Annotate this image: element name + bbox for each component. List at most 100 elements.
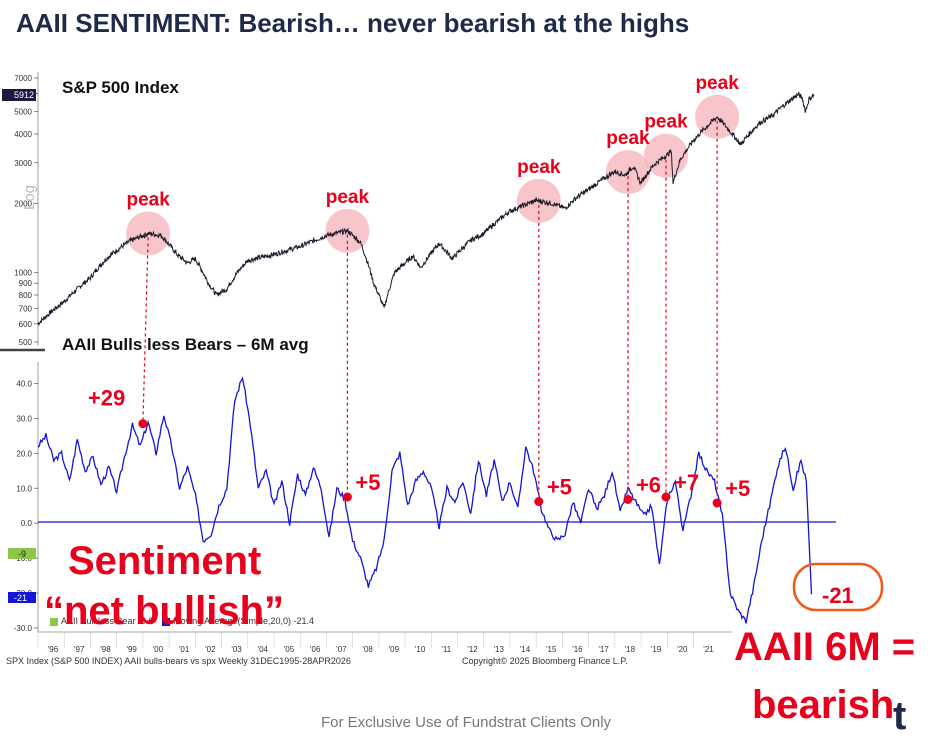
legend: AAII Bull less Bear -9.0 Moving Average(… [44,616,454,630]
x-tick-label: '17 [598,645,609,654]
peak-dashed-lines [142,120,718,503]
last-value-badge-bottom-2: -21 [8,592,36,603]
footer: For Exclusive Use of Fundstrat Clients O… [320,714,612,731]
top-y-tick-label: 2000 [14,199,32,208]
x-tick-label: '09 [389,645,400,654]
legend-item-2-value: -21.4 [293,616,315,626]
x-tick-label: '15 [546,645,557,654]
x-tick-label: '05 [284,645,295,654]
aaii-value-labels: +29 +5 +5 +6 +7 +5 [88,386,750,501]
aaii-value-label: +7 [674,470,699,495]
x-tick-label: '04 [258,645,269,654]
legend-swatch-moving-average [162,617,171,626]
aaii-series-line [37,376,813,624]
sp500-line [37,91,815,326]
x-tick-label: '10 [415,645,426,654]
last-value-badge-bottom-1: -9 [8,548,36,559]
top-y-ticks: 5006007008009001000200030004000500060007… [14,74,38,347]
aaii-dot [661,492,671,502]
top-y-tick-label: 1000 [14,269,32,278]
x-tick-label: '03 [231,645,242,654]
legend-item-2: Moving Average(Simple,20,0) [173,616,291,626]
aaii-dot [342,492,352,502]
last-value-badge-top: 5912 [2,89,36,101]
aaii-dot [138,419,148,429]
net-bullish-annotation: “net bullish” [44,589,284,633]
x-ticks: '96 '97 '98 '99 '00 '01 '02 '03 '04 '05 '06 '07 '08 '… [37,632,714,654]
peak-label: peak [695,73,739,94]
aaii-dots [138,419,722,508]
aaii-value-label: +29 [88,386,125,411]
last-value-text-top: 5912 [14,90,34,100]
top-ylabel: Log [21,185,38,210]
top-y-tick-label: 3000 [14,159,32,168]
legend-item-1-value: -9.0 [138,616,154,626]
bottom-y-tick-label: 30.0 [16,414,32,423]
x-tick-label: '16 [572,645,583,654]
bearish-annotation: bearish [752,683,895,727]
x-tick-label: '21 [703,645,714,654]
bottom-y-tick-label: 0.0 [21,519,33,528]
peak-dashed-line [142,237,149,424]
top-y-tick-label: 600 [19,320,33,329]
sp500-series-line [37,91,815,326]
aaii-dot [623,494,633,504]
aaii-6m-annotation: AAII 6M = [734,625,916,669]
aaii-value-label: +6 [636,472,661,497]
peak-label: peak [644,112,688,133]
x-tick-label: '07 [336,645,347,654]
x-tick-label: '19 [651,645,662,654]
legend-item-1: AAII Bull less Bear [61,616,136,626]
aaii-dot [534,497,544,507]
x-tick-label: '18 [625,645,636,654]
aaii-dot [712,498,722,508]
top-y-tick-label: 5000 [14,108,32,117]
bottom-y-tick-label: 20.0 [16,449,32,458]
source-line: SPX Index (S&P 500 INDEX) AAII bulls-bea… [6,656,351,666]
current-value-text: -21 [822,583,854,608]
x-tick-label: '98 [100,645,111,654]
bottom-y-tick-label: 40.0 [16,379,32,388]
peak-label: peak [326,187,370,208]
top-y-tick-label: 900 [19,279,33,288]
peak-circle [695,94,740,139]
last-value-text-bottom-1: -9 [18,549,26,559]
bottom-y-tick-label: 10.0 [16,484,32,493]
x-tick-label: '13 [494,645,505,654]
x-tick-label: '11 [441,645,451,654]
aaii-value-label: +5 [355,470,380,495]
bottom-frame [37,362,836,633]
x-tick-label: '02 [205,645,216,654]
legend-swatch-bull-bear [50,617,58,626]
peak-label: peak [517,157,561,178]
x-tick-label: '99 [126,645,137,654]
aaii-value-label: +5 [547,475,572,500]
aaii-value-label: +5 [725,476,750,501]
x-tick-label: '00 [153,645,164,654]
x-tick-label: '01 [179,645,190,654]
bottom-y-tick-label: -30.0 [14,624,33,633]
top-panel-title: S&P 500 Index [62,78,179,97]
bottom-panel-title: AAII Bulls less Bears – 6M avg [62,335,309,354]
x-tick-label: '08 [362,645,373,654]
top-y-tick-label: 500 [19,338,33,347]
top-y-tick-label: 7000 [14,74,32,83]
x-tick-label: '06 [310,645,321,654]
last-value-text-bottom-2: -21 [14,593,27,603]
x-tick-label: '20 [677,645,688,654]
current-value-callout: -21 [792,562,884,612]
peak-label: peak [126,189,170,210]
top-y-tick-label: 800 [19,291,33,300]
logo-fragment: t [893,694,907,738]
x-tick-label: '12 [467,645,478,654]
x-tick-label: '96 [48,645,59,654]
copyright-line: Copyright© 2025 Bloomberg Finance L.P. [462,656,628,666]
main-title: AAII SENTIMENT: Bearish… never bearish a… [16,8,690,38]
x-tick-label: '97 [74,645,85,654]
top-y-tick-label: 700 [19,304,33,313]
top-y-tick-label: 4000 [14,130,32,139]
x-tick-label: '14 [520,645,531,654]
aaii-line [37,376,813,624]
